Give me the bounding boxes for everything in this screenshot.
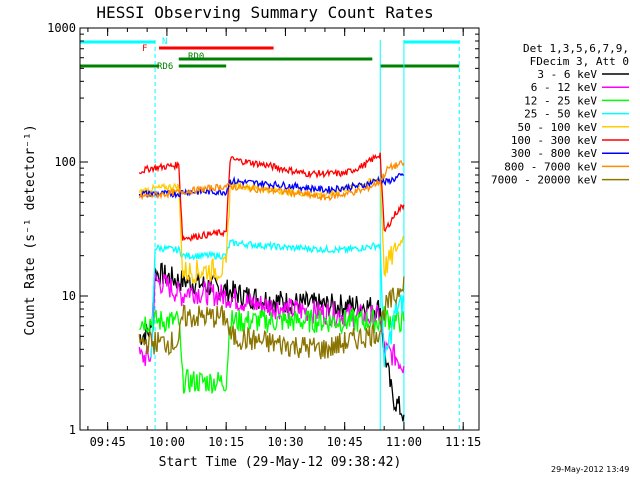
y-tick-label-1: 10 bbox=[62, 289, 76, 303]
series-line-2 bbox=[139, 306, 405, 394]
legend-header-line-1: Det 1,3,5,6,7,9, bbox=[523, 42, 629, 55]
y-axis-label: Count Rate (s⁻¹ detector⁻¹) bbox=[23, 124, 38, 335]
x-tick-label-3: 10:30 bbox=[267, 435, 303, 449]
x-tick-label-5: 11:00 bbox=[386, 435, 422, 449]
legend-label-2: 12 - 25 keV bbox=[524, 94, 597, 107]
plot-frame bbox=[79, 27, 480, 431]
legend: Det 1,3,5,6,7,9, FDecim 3, Att 0 3 - 6 k… bbox=[491, 42, 629, 187]
x-axis-label: Start Time (29-May-12 09:38:42) bbox=[159, 455, 402, 470]
state-bar-label-f: F bbox=[142, 44, 147, 54]
legend-label-8: 7000 - 20000 keV bbox=[491, 174, 597, 187]
legend-label-7: 800 - 7000 keV bbox=[504, 160, 597, 173]
legend-label-0: 3 - 6 keV bbox=[537, 68, 597, 81]
series-line-8 bbox=[138, 276, 405, 360]
timestamp: 29-May-2012 13:49 bbox=[551, 465, 630, 474]
legend-label-5: 100 - 300 keV bbox=[511, 134, 597, 147]
chart-title: HESSI Observing Summary Count Rates bbox=[96, 3, 433, 22]
legend-label-3: 25 - 50 keV bbox=[524, 108, 597, 121]
x-tick-label-1: 10:00 bbox=[149, 435, 185, 449]
series-line-3 bbox=[150, 239, 405, 367]
y-tick-label-0: 1 bbox=[69, 423, 76, 437]
legend-label-1: 6 - 12 keV bbox=[531, 81, 598, 94]
series-line-7 bbox=[138, 160, 405, 202]
x-tick-label-6: 11:15 bbox=[445, 435, 481, 449]
state-bar-label-n: N bbox=[162, 37, 167, 47]
legend-header-line-2: FDecim 3, Att 0 bbox=[530, 55, 629, 68]
legend-label-6: 300 - 800 keV bbox=[511, 147, 597, 160]
x-tick-label-0: 09:45 bbox=[90, 435, 126, 449]
series-line-4 bbox=[138, 177, 405, 284]
series-line-1 bbox=[138, 272, 405, 374]
y-tick-label-3: 1000 bbox=[47, 21, 76, 35]
x-tick-label-2: 10:15 bbox=[208, 435, 244, 449]
legend-label-4: 50 - 100 keV bbox=[518, 121, 598, 134]
y-tick-label-2: 100 bbox=[54, 155, 76, 169]
state-bar-label-rd6: RD6 bbox=[157, 62, 173, 72]
series-line-5 bbox=[138, 152, 405, 242]
x-tick-label-4: 10:45 bbox=[327, 435, 363, 449]
state-bar-label-rd0: RD0 bbox=[188, 52, 204, 62]
